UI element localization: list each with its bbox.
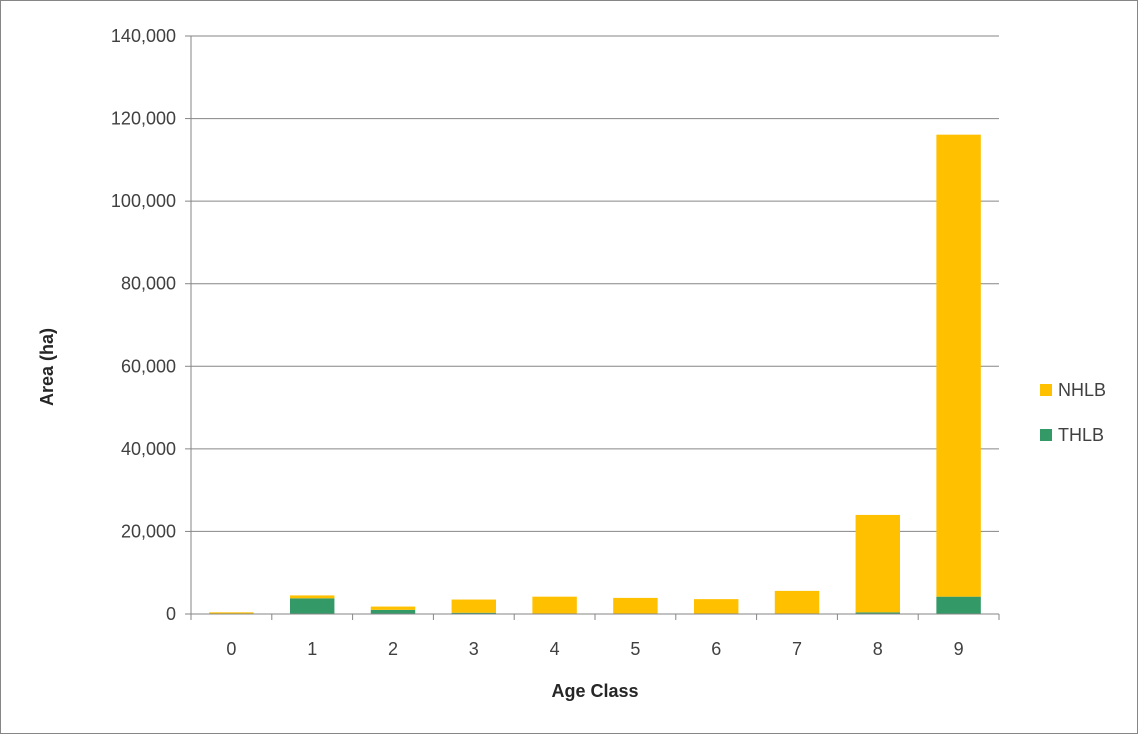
y-tick-label: 20,000 [121,521,176,541]
bar-nhlb-5 [613,597,658,614]
y-axis-title: Area (ha) [37,328,57,406]
y-tick-label: 0 [166,604,176,624]
x-tick-label: 2 [388,639,398,659]
x-tick-label: 5 [630,639,640,659]
axes [185,35,1000,620]
legend: NHLB THLB [1040,380,1106,445]
bar-nhlb-6 [693,599,739,614]
bar-nhlb-0 [209,612,254,614]
x-tick-label: 1 [307,639,317,659]
x-tick-label: 4 [550,639,560,659]
bar-nhlb-1 [289,595,335,599]
bar-thlb-3 [451,612,497,614]
x-tick-label: 9 [954,639,964,659]
bar-nhlb-9 [936,134,981,597]
legend-swatch-thlb [1040,429,1052,441]
bar-thlb-9 [936,596,981,614]
x-tick-label: 0 [226,639,236,659]
y-tick-labels: 0 20,000 40,000 60,000 80,000 100,000 120,000 1… [111,26,176,624]
x-axis-title: Age Class [551,681,638,701]
bar-nhlb-2 [370,606,416,610]
y-tick-label: 80,000 [121,274,176,294]
y-tick-label: 120,000 [111,109,176,129]
bar-thlb-2 [370,609,416,614]
legend-swatch-nhlb [1040,384,1052,396]
bar-thlb-8 [855,612,901,614]
legend-label-thlb: THLB [1058,425,1104,445]
bar-thlb-1 [289,598,335,614]
x-tick-label: 7 [792,639,802,659]
bar-nhlb-7 [774,590,820,614]
bar-nhlb-4 [532,596,577,614]
y-tick-label: 100,000 [111,191,176,211]
gridlines [191,35,999,532]
bars [209,134,981,614]
x-tick-label: 6 [711,639,721,659]
x-tick-label: 3 [469,639,479,659]
bar-nhlb-3 [451,599,497,613]
x-tick-label: 8 [873,639,883,659]
y-tick-label: 140,000 [111,26,176,46]
y-tick-label: 60,000 [121,356,176,376]
bar-nhlb-8 [855,514,901,613]
legend-label-nhlb: NHLB [1058,380,1106,400]
x-tick-labels: 0 1 2 3 4 5 6 7 8 9 [226,639,963,659]
y-tick-label: 40,000 [121,439,176,459]
